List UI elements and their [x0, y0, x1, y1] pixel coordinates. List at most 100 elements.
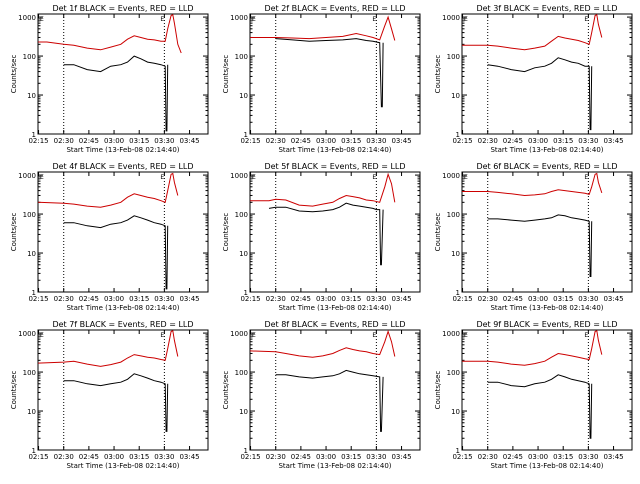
- e-marker-label: E: [372, 332, 376, 339]
- x-tick-label: 03:45: [603, 137, 623, 145]
- y-tick-label: 100: [235, 53, 248, 61]
- x-tick-label: 02:15: [240, 137, 260, 145]
- chart-panel-9: Det 9f BLACK = Events, RED = LLD E E 02:15 0…: [434, 320, 633, 470]
- y-tick-label: 1: [32, 289, 36, 297]
- series-line-lld: [38, 13, 182, 54]
- x-tick-label: 02:15: [28, 137, 48, 145]
- x-tick-label: 02:30: [478, 137, 498, 145]
- x-tick-label: 03:00: [104, 295, 124, 303]
- x-tick-label: 03:45: [603, 453, 623, 461]
- x-axis-label: Start Time (13-Feb-08 02:14:40): [278, 146, 391, 154]
- plot-frame: [461, 329, 633, 451]
- x-tick-label: 03:45: [179, 453, 199, 461]
- plot-frame: [37, 171, 209, 293]
- e-marker-label: E: [160, 16, 164, 23]
- chart-panel-1: Det 1f BLACK = Events, RED = LLD E E 02:15 0…: [10, 4, 209, 154]
- series-line-events: [487, 57, 593, 131]
- y-tick-label: 1: [32, 131, 36, 139]
- y-axis-label: Counts/sec: [10, 213, 18, 252]
- x-tick-label: 03:00: [316, 295, 336, 303]
- x-axis-label: Start Time (13-Feb-08 02:14:40): [490, 146, 603, 154]
- y-axis-label: Counts/sec: [434, 371, 442, 410]
- x-tick-label: 03:30: [366, 453, 386, 461]
- series-line-events: [275, 38, 384, 108]
- x-tick-label: 02:45: [79, 137, 99, 145]
- e-marker-label: E: [372, 16, 376, 23]
- y-tick-label: 100: [447, 369, 460, 377]
- x-tick-label: 02:45: [503, 295, 523, 303]
- plot-frame: [37, 13, 209, 135]
- y-tick-label: 1000: [442, 172, 460, 180]
- x-tick-label: 03:45: [179, 295, 199, 303]
- chart-title: Det 8f BLACK = Events, RED = LLD: [264, 320, 405, 329]
- x-tick-label: 02:15: [452, 137, 472, 145]
- y-tick-label: 1: [456, 131, 460, 139]
- x-tick-label: 02:30: [54, 137, 74, 145]
- chart-title: Det 2f BLACK = Events, RED = LLD: [264, 4, 405, 13]
- x-axis-label: Start Time (13-Feb-08 02:14:40): [66, 462, 179, 470]
- plot-frame: [249, 329, 421, 451]
- y-tick-label: 1000: [18, 14, 36, 22]
- chart-panel-8: Det 8f BLACK = Events, RED = LLD E E 02:15 0…: [222, 320, 421, 470]
- e-marker-label: E: [252, 16, 256, 23]
- chart-title: Det 1f BLACK = Events, RED = LLD: [52, 4, 193, 13]
- series-line-events: [487, 214, 593, 277]
- y-tick-label: 1000: [230, 14, 248, 22]
- plot-frame: [249, 13, 421, 135]
- x-tick-label: 02:45: [291, 453, 311, 461]
- e-marker-label: E: [160, 332, 164, 339]
- series-line-lld: [38, 172, 179, 208]
- x-axis-label: Start Time (13-Feb-08 02:14:40): [490, 304, 603, 312]
- x-tick-label: 02:15: [452, 453, 472, 461]
- e-marker-label: E: [584, 16, 588, 23]
- y-axis-label: Counts/sec: [434, 55, 442, 94]
- x-axis-label: Start Time (13-Feb-08 02:14:40): [278, 304, 391, 312]
- e-marker-label: E: [464, 174, 468, 181]
- chart-panel-5: Det 5f BLACK = Events, RED = LLD E E 02:15 0…: [222, 162, 421, 312]
- x-tick-label: 02:45: [503, 137, 523, 145]
- x-tick-label: 03:00: [316, 137, 336, 145]
- plot-frame: [461, 13, 633, 135]
- x-tick-label: 02:45: [79, 295, 99, 303]
- x-tick-label: 03:15: [553, 295, 573, 303]
- series-line-lld: [250, 329, 396, 358]
- e-marker-label: E: [464, 16, 468, 23]
- x-tick-label: 03:00: [316, 453, 336, 461]
- x-tick-label: 03:30: [154, 295, 174, 303]
- y-tick-label: 100: [23, 53, 36, 61]
- y-tick-label: 10: [451, 408, 460, 416]
- series-line-lld: [38, 329, 179, 367]
- x-tick-label: 02:30: [54, 453, 74, 461]
- series-line-lld: [250, 15, 396, 41]
- chart-panel-4: Det 4f BLACK = Events, RED = LLD E E 02:15 0…: [10, 162, 209, 312]
- x-tick-label: 03:15: [129, 295, 149, 303]
- chart-panel-7: Det 7f BLACK = Events, RED = LLD E E 02:15 0…: [10, 320, 209, 470]
- y-tick-label: 1: [32, 447, 36, 455]
- e-marker-label: E: [464, 332, 468, 339]
- y-tick-label: 1000: [442, 14, 460, 22]
- y-tick-label: 10: [27, 250, 36, 258]
- x-axis-label: Start Time (13-Feb-08 02:14:40): [66, 304, 179, 312]
- chart-title: Det 6f BLACK = Events, RED = LLD: [476, 162, 617, 171]
- x-tick-label: 03:30: [578, 453, 598, 461]
- series-line-events: [275, 369, 384, 432]
- e-marker-label: E: [252, 332, 256, 339]
- chart-title: Det 5f BLACK = Events, RED = LLD: [264, 162, 405, 171]
- y-tick-label: 1000: [230, 172, 248, 180]
- e-marker-label: E: [40, 16, 44, 23]
- x-tick-label: 02:15: [240, 295, 260, 303]
- chart-title: Det 9f BLACK = Events, RED = LLD: [476, 320, 617, 329]
- e-marker-label: E: [40, 174, 44, 181]
- x-tick-label: 03:15: [341, 453, 361, 461]
- series-line-lld: [250, 172, 396, 207]
- chart-panel-6: Det 6f BLACK = Events, RED = LLD E E 02:15 0…: [434, 162, 633, 312]
- x-tick-label: 03:00: [104, 453, 124, 461]
- y-tick-label: 1000: [18, 330, 36, 338]
- chart-panel-2: Det 2f BLACK = Events, RED = LLD E E 02:15 0…: [222, 4, 421, 154]
- y-tick-label: 1: [244, 131, 248, 139]
- series-line-lld: [462, 13, 603, 51]
- x-tick-label: 02:30: [478, 453, 498, 461]
- plot-frame: [249, 171, 421, 293]
- x-tick-label: 03:00: [104, 137, 124, 145]
